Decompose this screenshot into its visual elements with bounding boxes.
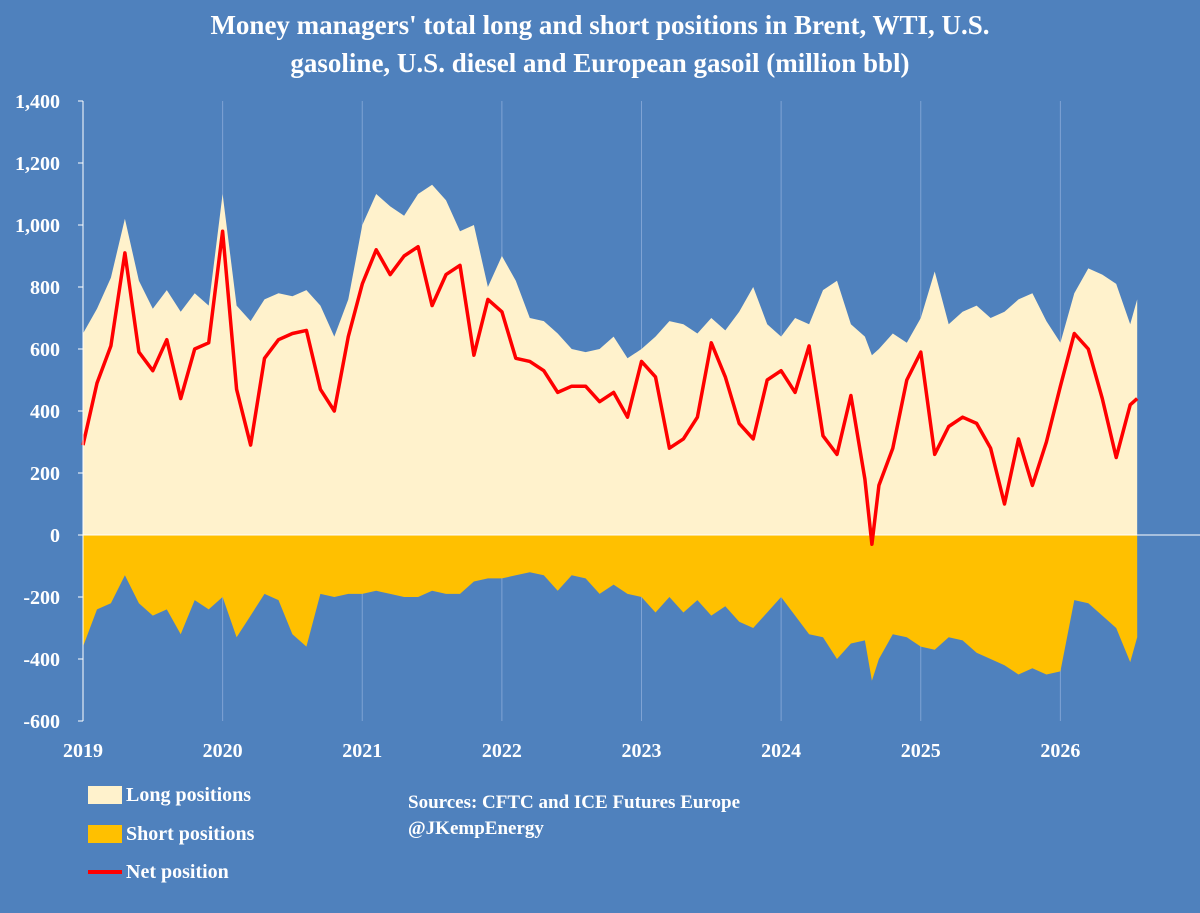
legend-label-short: Short positions <box>126 822 255 845</box>
chart-title: Money managers' total long and short pos… <box>0 6 1200 82</box>
series-long-area <box>83 184 1138 535</box>
x-tick-label: 2021 <box>342 740 382 762</box>
y-tick-label: -200 <box>23 587 60 609</box>
series-short-area <box>83 535 1138 681</box>
legend-label-net: Net position <box>126 860 229 883</box>
y-tick-label: -400 <box>23 649 60 671</box>
series-net-line <box>81 229 1139 547</box>
legend-item-net: Net position <box>88 860 229 884</box>
source-note: Sources: CFTC and ICE Futures Europe @JK… <box>408 790 740 842</box>
x-tick-label: 2025 <box>901 740 941 762</box>
y-tick-label: 600 <box>30 339 60 361</box>
legend-swatch-long <box>88 786 122 804</box>
chart-title-line-2: gasoline, U.S. diesel and European gasoi… <box>290 48 910 78</box>
x-tick-label: 2019 <box>63 740 103 762</box>
y-tick-label: 800 <box>30 277 60 299</box>
y-tick-label: 1,000 <box>15 215 60 237</box>
x-tick-label: 2020 <box>203 740 243 762</box>
source-line-2: @JKempEnergy <box>408 818 544 839</box>
source-line-1: Sources: CFTC and ICE Futures Europe <box>408 792 741 813</box>
y-tick-label: 1,200 <box>15 153 60 175</box>
x-tick-label: 2024 <box>761 740 801 762</box>
chart-title-line-1: Money managers' total long and short pos… <box>210 10 990 40</box>
legend-item-short: Short positions <box>88 822 254 846</box>
y-tick-label: -600 <box>23 711 60 733</box>
legend-item-long: Long positions <box>88 783 251 807</box>
y-tick-label: 1,400 <box>15 91 60 113</box>
y-tick-label: 200 <box>30 463 60 485</box>
y-tick-label: 0 <box>50 525 60 547</box>
x-tick-label: 2023 <box>622 740 662 762</box>
y-tick-label: 400 <box>30 401 60 423</box>
x-tick-label: 2022 <box>482 740 522 762</box>
legend-label-long: Long positions <box>126 783 252 806</box>
legend-swatch-net <box>88 870 122 874</box>
legend-swatch-short <box>88 825 122 843</box>
x-tick-label: 2026 <box>1040 740 1080 762</box>
